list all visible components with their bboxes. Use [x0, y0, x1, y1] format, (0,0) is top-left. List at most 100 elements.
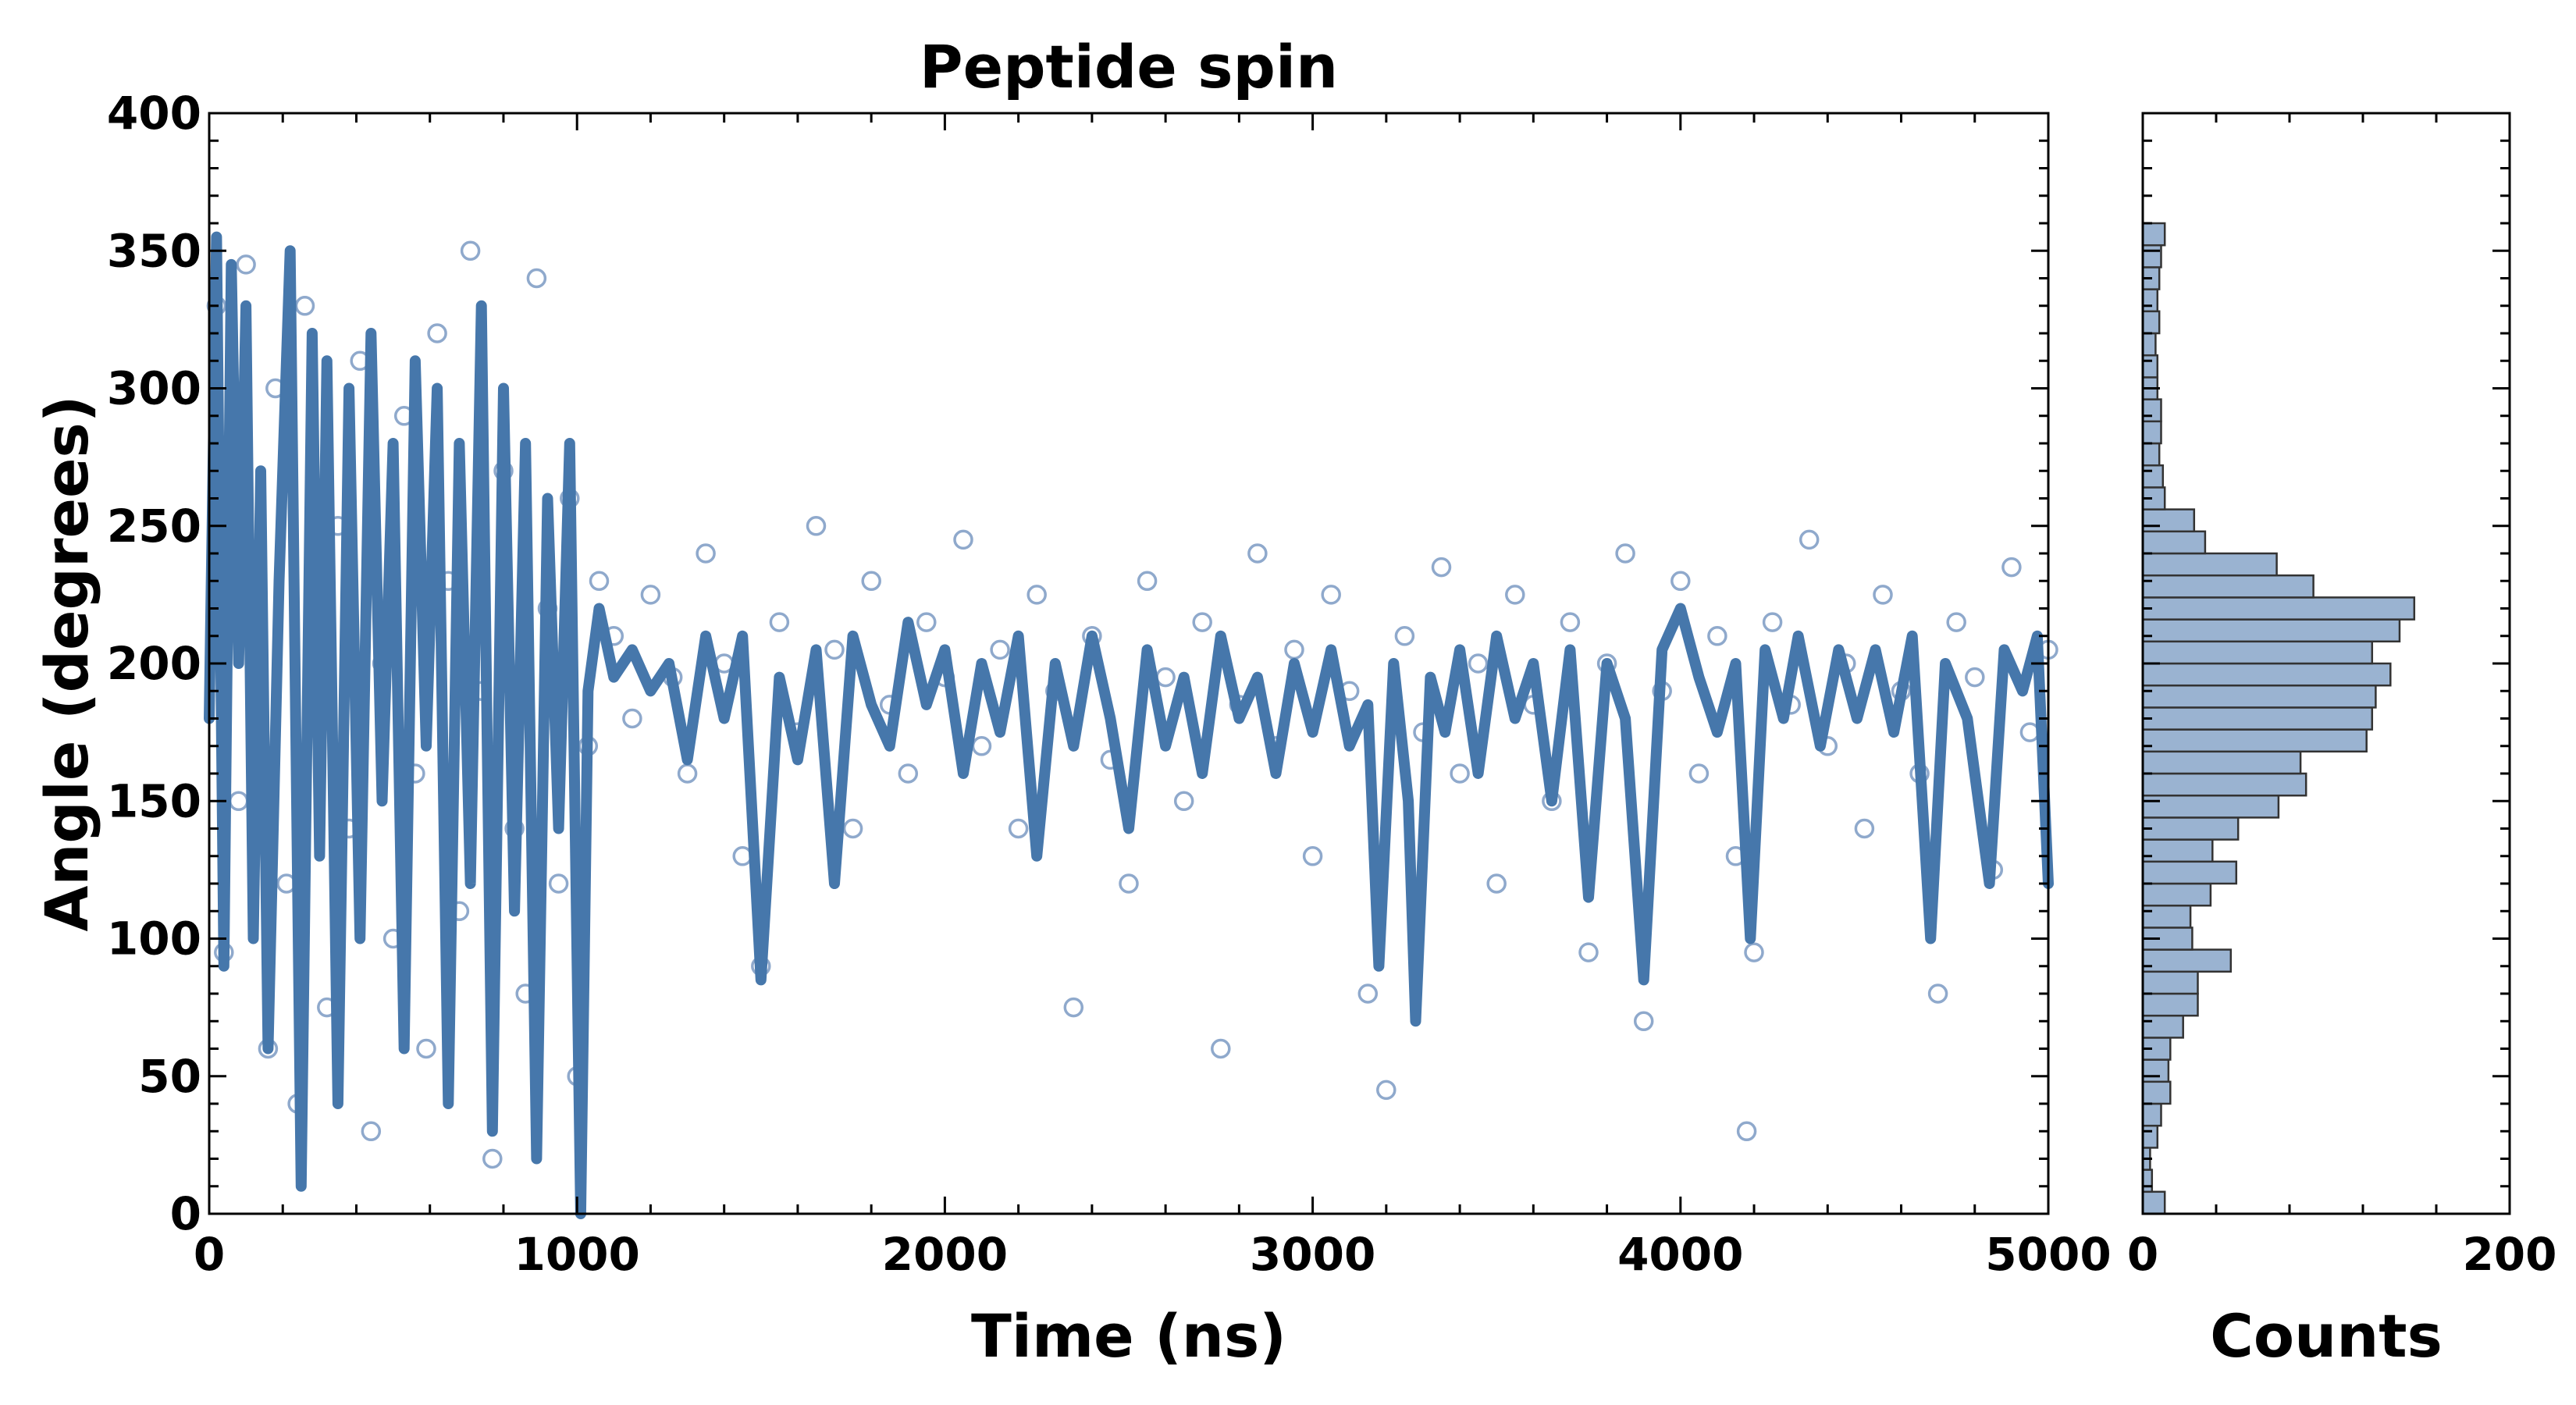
- scatter-point: [640, 585, 661, 605]
- histogram-bar: [2141, 508, 2196, 533]
- scatter-point: [806, 516, 827, 536]
- scatter-point: [1302, 846, 1323, 866]
- histogram-bar: [2141, 332, 2157, 357]
- histogram-bar: [2141, 596, 2416, 621]
- scatter-point: [1357, 984, 1379, 1004]
- histogram-bar: [2141, 1168, 2154, 1193]
- scatter-point: [526, 268, 547, 289]
- histogram-bar: [2141, 222, 2166, 247]
- scatter-point: [1688, 763, 1710, 784]
- histogram-bar: [2141, 816, 2240, 841]
- x-tick-label: 5000: [1985, 1228, 2111, 1281]
- scatter-point: [1946, 612, 1966, 632]
- scatter-point: [1736, 1121, 1757, 1142]
- x-tick-label: 0: [194, 1228, 225, 1281]
- histogram-bar: [2141, 728, 2368, 753]
- scatter-point: [696, 543, 716, 564]
- histogram-bar: [2141, 640, 2374, 665]
- histogram-bar: [2141, 882, 2212, 907]
- y-tick-label: 300: [107, 362, 201, 415]
- scatter-point: [622, 708, 642, 729]
- scatter-point: [482, 1148, 503, 1169]
- y-tick-label: 0: [170, 1187, 201, 1240]
- histogram-bar: [2141, 1058, 2170, 1083]
- scatter-point: [971, 736, 992, 756]
- scatter-point: [1026, 585, 1047, 605]
- histogram-bar: [2141, 1102, 2162, 1127]
- scatter-point: [1192, 612, 1212, 632]
- scatter-point: [677, 763, 698, 784]
- scatter-point: [861, 571, 881, 592]
- scatter-point: [1578, 942, 1599, 962]
- histogram-ticks: [2141, 112, 2511, 1215]
- main-ticks: [208, 112, 2050, 1215]
- histogram-bar: [2141, 530, 2207, 555]
- scatter-point: [990, 639, 1010, 660]
- scatter-point: [1744, 942, 1764, 962]
- main-plot: 0 50 100 150 200 250 300 350 400 0 1000 2000 3000 40…: [32, 87, 2112, 1371]
- scatter-point: [1394, 626, 1415, 646]
- histogram-bar: [2141, 310, 2161, 335]
- smoothed-line: [204, 231, 2054, 1219]
- histogram-bar: [2141, 1014, 2184, 1039]
- y-tick-label: 100: [107, 912, 201, 966]
- histogram-bar: [2141, 618, 2401, 643]
- scatter-point: [1431, 557, 1452, 578]
- histogram-bar: [2141, 552, 2278, 577]
- scatter-point: [1468, 653, 1489, 674]
- scatter-point: [916, 612, 937, 632]
- x-tick-label: 2000: [882, 1228, 1008, 1281]
- scatter-point: [1173, 791, 1194, 812]
- histogram-bar: [2141, 398, 2162, 423]
- histogram-bar: [2141, 574, 2314, 599]
- histogram-bar: [2141, 772, 2307, 797]
- scatter-point: [1247, 543, 1268, 564]
- histogram-bar: [2141, 948, 2233, 973]
- histogram-bar: [2141, 354, 2159, 379]
- scatter-point: [1965, 667, 1985, 688]
- histogram-bars: [2141, 222, 2416, 1215]
- histogram-bar: [2141, 420, 2162, 445]
- scatter-point: [1633, 1011, 1654, 1032]
- histogram-bar: [2141, 860, 2238, 885]
- x-tick-label: 3000: [1250, 1228, 1375, 1281]
- scatter-point: [1211, 1038, 1231, 1059]
- scatter-point: [548, 873, 569, 894]
- scatter-point: [1560, 612, 1581, 632]
- histogram-bar: [2141, 750, 2302, 775]
- histogram-bar: [2141, 1190, 2166, 1215]
- y-tick-label: 350: [107, 224, 201, 277]
- histogram-x-axis-label: Counts: [2210, 1301, 2443, 1371]
- y-tick-label: 200: [107, 637, 201, 690]
- scatter-point: [953, 529, 973, 550]
- scatter-point: [1321, 585, 1341, 605]
- histogram-bar: [2141, 1124, 2159, 1149]
- x-axis-label: Time (ns): [971, 1301, 1286, 1371]
- histogram-bar: [2141, 244, 2162, 269]
- scatter-point: [361, 1121, 382, 1142]
- scatter-point: [1486, 873, 1507, 894]
- y-axis-label: Angle (degrees): [32, 395, 101, 931]
- y-tick-label: 400: [107, 87, 201, 140]
- scatter-point: [1155, 667, 1176, 688]
- scatter-point: [1762, 612, 1783, 632]
- scatter-point: [1284, 639, 1304, 660]
- y-tick-labels: 0 50 100 150 200 250 300 350 400: [107, 87, 201, 1240]
- scatter-point: [1670, 571, 1691, 592]
- scatter-point: [427, 323, 447, 343]
- y-tick-label: 150: [107, 774, 201, 827]
- histogram-x-tick-labels: 0 200: [2127, 1228, 2557, 1281]
- histogram-bar: [2141, 442, 2161, 467]
- x-tick-label: 1000: [514, 1228, 639, 1281]
- histogram-bar: [2141, 662, 2392, 687]
- scatter-point: [2001, 557, 2022, 578]
- histogram-bar: [2141, 464, 2165, 489]
- y-tick-label: 250: [107, 500, 201, 553]
- x-tick-labels: 0 1000 2000 3000 4000 5000: [194, 1228, 2112, 1281]
- scatter-point: [898, 763, 919, 784]
- scatter-point: [1615, 543, 1635, 564]
- scatter-point: [1137, 571, 1158, 592]
- histogram-bar: [2141, 794, 2280, 819]
- histogram-bar: [2141, 706, 2374, 731]
- scatter-point: [1854, 818, 1875, 839]
